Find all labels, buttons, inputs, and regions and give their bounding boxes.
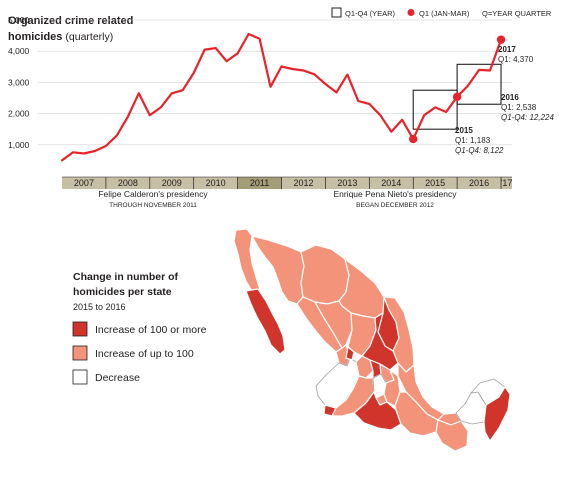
year-band-cell-2007 [62, 177, 106, 189]
annotation-2015-year: 2015 [455, 126, 473, 135]
map-legend-title-line-1: Change in number of [73, 271, 179, 283]
state-guerrero [353, 391, 402, 431]
q1-dot-2015 [409, 134, 418, 144]
chart-subtitle: (quarterly) [65, 31, 113, 43]
year-box-2015 [412, 89, 458, 130]
year-label: 2012 [293, 178, 313, 188]
y-tick-label: 2,000 [8, 109, 30, 119]
map-legend-subtitle: 2015 to 2016 [73, 302, 126, 312]
state-quintana-roo [483, 386, 511, 442]
state-puebla [383, 369, 401, 407]
homicides-line [60, 32, 503, 162]
annotation-2016-year: 2016 [501, 93, 519, 102]
chart-title-word: homicides [8, 31, 62, 43]
state-aguascalientes [345, 346, 355, 361]
presidency-calderon-name: Felipe Calderon's presidency [98, 189, 208, 199]
y-tick-label: 3,000 [8, 77, 30, 87]
legend-year-box-label: Q1-Q4 (YEAR) [345, 9, 396, 18]
legend-year-box-swatch [331, 7, 342, 18]
annotation-2016-total: Q1-Q4: 12,224 [501, 113, 554, 122]
presidency-calderon-note: THROUGH NOVEMBER 2011 [109, 202, 197, 209]
presidency-pena-nieto-name: Enrique Pena Nieto's presidency [333, 189, 457, 199]
state-chihuahua [300, 244, 350, 305]
year-band: 2007 2008 2009 2010 2011 2012 2013 2014 2015 2016… [62, 176, 513, 189]
annotation-2017-q1: Q1: 4,370 [498, 55, 534, 64]
annotation-2017-year: 2017 [498, 45, 516, 54]
presidency-pena-nieto-note: BEGAN DECEMBER 2012 [356, 202, 434, 209]
chart-title-line-1: Organized crime related [8, 15, 133, 27]
state-chiapas [435, 419, 469, 452]
presidency-pena-nieto: Enrique Pena Nieto's presidency BEGAN DE… [333, 189, 457, 209]
map-legend: Change in number of homicides per state … [72, 271, 207, 385]
year-boxes [412, 63, 502, 130]
year-band-cell-2016 [457, 177, 502, 189]
year-band-cell-2010 [193, 177, 238, 189]
y-tick-label: 5,000 [8, 15, 30, 25]
year-label: '17 [501, 178, 513, 188]
year-band-cell-2008 [105, 177, 150, 189]
legend-swatch-decrease [72, 369, 88, 385]
year-label: 2008 [118, 178, 138, 188]
year-band-cell-2009 [149, 177, 194, 189]
year-band-cell-2014 [369, 177, 414, 189]
year-label: 2016 [469, 178, 489, 188]
y-axis-ticks: 1,000 2,000 3,000 4,000 5,000 [8, 15, 30, 150]
legend-note: Q=YEAR QUARTER [482, 9, 552, 18]
annotation-2015-q1: Q1: 1,183 [455, 136, 491, 145]
legend-q1-dot-label: Q1 (JAN-MAR) [419, 9, 470, 18]
mexico-map: Change in number of homicides per state … [72, 228, 511, 452]
year-band-cell-2013 [325, 177, 370, 189]
map-legend-title-line-2: homicides per state [73, 286, 172, 298]
annotation-2016-q1: Q1: 2,538 [501, 103, 537, 112]
annotation-2015-total: Q1-Q4: 8,122 [455, 146, 504, 155]
year-label: 2010 [206, 178, 226, 188]
annotation-2016: 2016 Q1: 2,538 Q1-Q4: 12,224 [501, 93, 554, 122]
chart-legend: Q1-Q4 (YEAR) Q1 (JAN-MAR) Q=YEAR QUARTER [331, 7, 552, 18]
year-label: 2011 [250, 178, 269, 188]
q1-dot-2016 [452, 92, 462, 102]
year-label: 2015 [425, 178, 445, 188]
legend-swatch-increase-up-to-100 [72, 345, 88, 361]
year-label: 2013 [337, 178, 357, 188]
y-tick-label: 1,000 [8, 140, 30, 150]
legend-label-increase-100: Increase of 100 or more [95, 324, 207, 336]
q1-dot-2017 [496, 35, 506, 44]
annotation-2015: 2015 Q1: 1,183 Q1-Q4: 8,122 [455, 126, 504, 155]
year-box-2016 [456, 63, 502, 105]
legend-label-increase-up-to-100: Increase of up to 100 [95, 348, 194, 360]
legend-label-decrease: Decrease [95, 372, 140, 384]
annotation-2017: 2017 Q1: 4,370 [498, 45, 534, 64]
state-baja-california-sur [245, 288, 286, 355]
year-label: 2014 [381, 178, 401, 188]
year-band-cell-2011 [237, 177, 282, 189]
year-label: 2007 [74, 178, 94, 188]
year-band-cell-2015 [413, 177, 458, 189]
q1-dots [409, 35, 506, 144]
y-tick-label: 4,000 [8, 46, 30, 56]
year-band-cell-2012 [281, 177, 326, 189]
legend-swatch-increase-100 [72, 321, 88, 337]
legend-q1-dot-swatch [407, 9, 415, 16]
year-band-cell-'17 [501, 177, 512, 189]
gridlines [38, 19, 512, 146]
chart-title-line-2: homicides (quarterly) [8, 31, 113, 43]
year-label: 2009 [162, 178, 182, 188]
line-chart: Organized crime related homicides (quarte… [8, 7, 554, 209]
presidency-calderon: Felipe Calderon's presidency THROUGH NOV… [98, 189, 208, 209]
